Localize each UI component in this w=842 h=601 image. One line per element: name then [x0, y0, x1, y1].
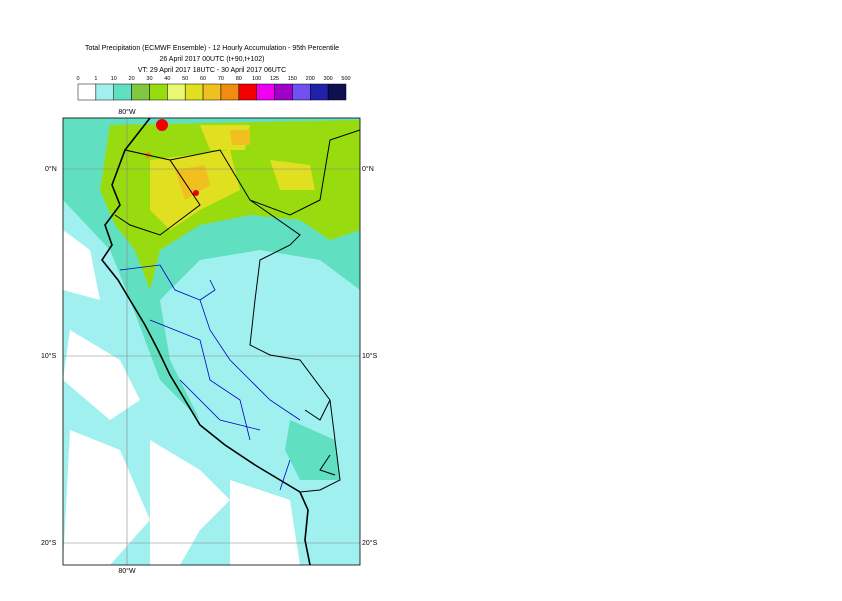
legend-swatch [220, 83, 240, 101]
legend-label: 200 [306, 76, 315, 82]
legend-label: 500 [341, 76, 350, 82]
legend-label: 30 [146, 76, 152, 82]
map-frame [62, 117, 361, 566]
legend-label: 50 [182, 76, 188, 82]
legend-swatch [77, 83, 97, 101]
legend-swatch [310, 83, 329, 101]
rain-area [150, 125, 315, 230]
lat-label: 10°S [41, 352, 57, 360]
legend-swatch [327, 83, 347, 101]
lat-label: 0°N [362, 165, 374, 173]
legend-swatch [149, 83, 168, 101]
legend-label: 10 [111, 76, 117, 82]
legend-label: 100 [252, 76, 261, 82]
lat-label: 10°S [362, 352, 378, 360]
legend-swatch [113, 83, 132, 101]
legend-swatch [202, 83, 222, 101]
legend-swatch [238, 83, 257, 101]
legend-swatch [292, 83, 311, 101]
legend: 0 1 10 20 30 40 50 60 70 80 100 125 150 200 300 500 [76, 76, 351, 101]
lon-label: 80°W [118, 567, 136, 575]
legend-swatch [256, 83, 275, 101]
legend-swatch [131, 83, 150, 101]
subtitle: 26 April 2017 00UTC (t+90,t+102) [159, 56, 264, 63]
legend-label: 60 [200, 76, 206, 82]
title: Total Precipitation (ECMWF Ensemble) - 1… [85, 45, 339, 52]
legend-label: 125 [270, 76, 279, 82]
lat-label: 20°S [362, 539, 378, 547]
lon-label: 80°W [118, 108, 136, 116]
rain-area [175, 130, 250, 200]
legend-swatch [274, 83, 293, 101]
legend-label: 70 [218, 76, 224, 82]
legend-label: 40 [164, 76, 170, 82]
legend-swatch [167, 83, 186, 101]
region-border [119, 264, 301, 491]
legend-swatch [95, 83, 114, 101]
frame [62, 117, 361, 566]
country-border [114, 129, 360, 493]
rain-peak [193, 190, 199, 196]
lat-label: 0°N [45, 165, 57, 173]
legend-label: 20 [129, 76, 135, 82]
lat-label: 20°S [41, 539, 57, 547]
legend-label: 80 [236, 76, 242, 82]
dry-area [63, 230, 300, 565]
coastline [101, 118, 311, 565]
legend-label: 1 [94, 76, 97, 82]
legend-label: 150 [288, 76, 297, 82]
legend-label: 300 [324, 76, 333, 82]
legend-swatch [184, 83, 204, 101]
rain-peak [156, 119, 168, 131]
valid-time: VT: 29 April 2017 18UTC - 30 April 2017 … [138, 67, 286, 74]
rain-area [285, 420, 340, 480]
legend-label: 0 [76, 76, 79, 82]
